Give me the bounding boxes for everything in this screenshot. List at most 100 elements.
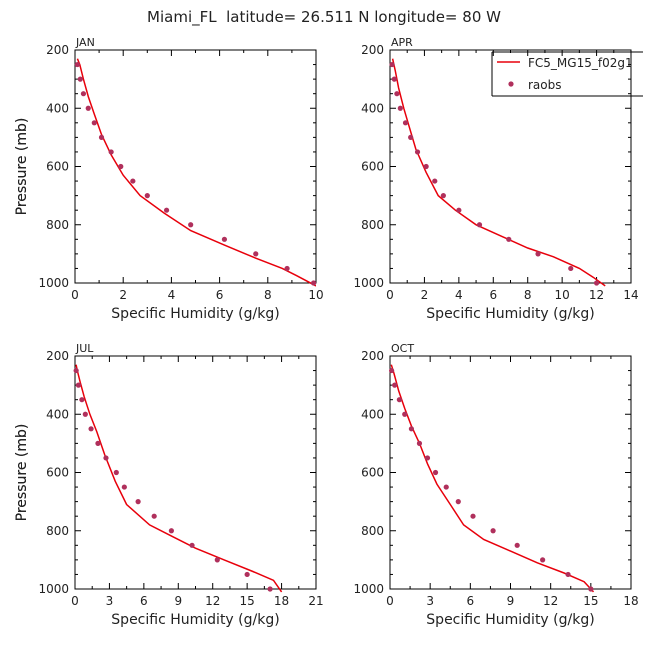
y-tick-label: 400 — [46, 101, 69, 115]
x-tick-label: 0 — [386, 594, 394, 608]
panel-label: JAN — [75, 36, 95, 49]
x-axis-title: Specific Humidity (g/kg) — [426, 306, 594, 322]
obs-point — [397, 105, 403, 111]
obs-point — [402, 120, 409, 126]
x-tick-label: 10 — [308, 288, 323, 302]
y-tick-label: 200 — [361, 349, 384, 363]
x-tick-label: 15 — [240, 594, 255, 608]
x-tick-label: 18 — [274, 594, 289, 608]
x-tick-label: 8 — [264, 288, 272, 302]
y-tick-label: 200 — [361, 43, 384, 57]
x-tick-label: 12 — [589, 288, 604, 302]
obs-point — [267, 586, 273, 592]
panel-oct: 0 3 6 9 12 15 18 200 400 600 800 1000 OCT Specific Hu… — [14, 342, 639, 628]
obs-point — [130, 178, 136, 184]
y-tick-label: 600 — [361, 160, 384, 174]
x-tick-label: 3 — [426, 594, 434, 608]
x-tick-label: 2 — [119, 288, 127, 302]
obs-point — [568, 265, 574, 272]
obs-point — [80, 91, 87, 97]
obs-point — [188, 222, 194, 228]
y-tick-label: 600 — [46, 466, 69, 480]
obs-point — [396, 397, 402, 403]
obs-point — [391, 76, 397, 82]
obs-point — [593, 280, 600, 286]
panel-label: APR — [391, 36, 413, 49]
obs-point — [168, 528, 174, 534]
obs-point — [514, 542, 520, 548]
obs-point — [214, 557, 220, 563]
panel-jul: 0 3 6 9 12 15 18 21 200 400 600 800 1000 JUL Specific … — [14, 342, 324, 628]
y-tick-label: 800 — [361, 218, 384, 232]
x-tick-label: 6 — [489, 288, 497, 302]
obs-point — [82, 411, 88, 417]
obs-point — [506, 236, 512, 242]
plot-area — [391, 58, 606, 287]
obs-point — [75, 382, 82, 388]
obs-point — [310, 280, 317, 286]
model-line — [76, 58, 316, 287]
obs-point — [163, 207, 170, 213]
x-tick-label: 6 — [216, 288, 224, 302]
obs-point — [284, 265, 290, 272]
panel-label: OCT — [391, 342, 414, 355]
obs-point — [88, 426, 94, 432]
obs-point — [402, 411, 408, 417]
obs-point — [490, 528, 496, 534]
model-line — [75, 364, 283, 593]
obs-point — [408, 426, 415, 432]
x-axis-title: Specific Humidity (g/kg) — [111, 306, 279, 322]
obs-point — [253, 251, 259, 257]
plot-area — [75, 364, 283, 593]
obs-point — [144, 193, 150, 199]
panel-jan: 0 2 4 6 8 10 200 400 600 800 1000 JAN Specific Humid… — [14, 36, 324, 322]
obs-point — [389, 367, 395, 374]
obs-point — [535, 251, 541, 257]
obs-point — [432, 178, 438, 184]
y-tick-label: 200 — [46, 43, 69, 57]
x-tick-label: 18 — [623, 594, 638, 608]
obs-point — [408, 134, 414, 140]
model-line — [390, 364, 595, 593]
y-axis-title: Pressure (mb) — [14, 424, 30, 522]
obs-point — [414, 149, 421, 155]
y-axis-title: Pressure (mb) — [14, 118, 30, 216]
obs-point — [77, 76, 83, 82]
obs-point — [443, 484, 449, 490]
legend-obs-label: raobs — [528, 78, 562, 92]
y-tick-label: 200 — [46, 349, 69, 363]
y-tick-label: 600 — [361, 466, 384, 480]
x-tick-label: 21 — [308, 594, 323, 608]
obs-point — [135, 499, 141, 505]
obs-point — [392, 382, 398, 388]
plot-frame — [74, 49, 317, 284]
obs-point — [103, 455, 109, 461]
x-tick-label: 0 — [71, 288, 79, 302]
x-axis-title: Specific Humidity (g/kg) — [111, 612, 279, 628]
x-tick-label: 0 — [71, 594, 79, 608]
obs-point — [74, 61, 81, 68]
obs-point — [95, 440, 101, 446]
panel-apr: 0 2 4 6 8 10 12 14 200 400 600 800 1000 APR Specific H… — [14, 36, 639, 322]
x-tick-label: 12 — [205, 594, 220, 608]
legend: FC5_MG15_f02g1 raobs — [491, 51, 643, 97]
x-tick-label: 14 — [623, 288, 638, 302]
y-tick-label: 1000 — [353, 582, 384, 596]
obs-point — [121, 484, 127, 490]
y-tick-label: 400 — [46, 407, 69, 421]
plot-area — [390, 364, 595, 593]
obs-point — [424, 455, 431, 461]
panel-label: JUL — [75, 342, 94, 355]
y-axis-title: Pressure (mb) — [14, 424, 30, 522]
y-tick-label: 800 — [46, 218, 69, 232]
obs-point — [189, 542, 195, 548]
obs-point — [85, 105, 91, 111]
x-tick-label: 3 — [106, 594, 114, 608]
obs-point — [455, 499, 461, 505]
obs-point — [244, 571, 250, 578]
x-axis-title: Specific Humidity (g/kg) — [426, 612, 594, 628]
plot-frame — [389, 355, 632, 590]
obs-point — [118, 163, 124, 170]
obs-point — [73, 367, 79, 374]
